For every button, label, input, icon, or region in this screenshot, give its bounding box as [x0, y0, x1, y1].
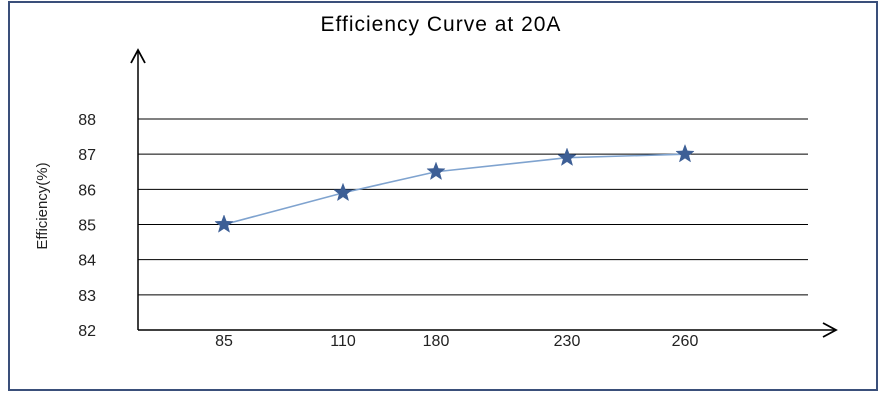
y-tick-label: 87 — [78, 147, 96, 164]
y-tick-label: 83 — [78, 288, 96, 305]
y-tick-label: 84 — [78, 253, 96, 270]
data-point-star — [557, 147, 577, 166]
x-axis-arrow — [822, 322, 838, 338]
x-tick-label: 180 — [423, 333, 450, 350]
series-efficiency — [214, 143, 695, 233]
grid-lines — [138, 118, 808, 296]
data-point-star — [426, 161, 446, 181]
x-tick-label: 230 — [554, 333, 581, 350]
chart-border — [8, 1, 878, 391]
y-tick-label: 82 — [78, 323, 96, 340]
data-point-star — [675, 143, 695, 163]
x-tick-label: 85 — [215, 333, 233, 350]
chart-title: Efficiency Curve at 20A — [321, 13, 562, 36]
y-tick-labels: 82 83 84 85 86 87 88 — [78, 112, 96, 340]
data-point-star — [214, 214, 234, 233]
axes — [130, 48, 838, 338]
y-axis-arrow — [130, 48, 146, 64]
y-tick-label: 85 — [78, 218, 96, 235]
x-tick-labels: 85 110 180 230 260 — [215, 333, 698, 350]
y-tick-label: 86 — [78, 182, 96, 199]
data-point-star — [333, 182, 353, 202]
x-tick-label: 260 — [672, 333, 699, 350]
x-tick-label: 110 — [330, 333, 356, 350]
y-tick-label: 88 — [78, 112, 96, 129]
y-axis-label: Efficiency(%) — [34, 162, 51, 249]
